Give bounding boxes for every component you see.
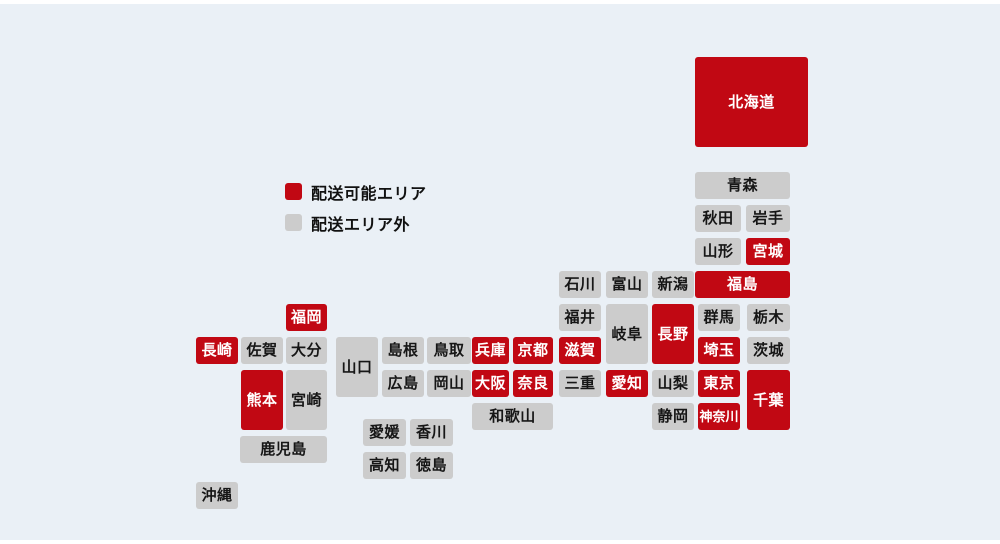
prefecture-tile: 沖縄	[196, 482, 238, 509]
prefecture-tile: 熊本	[241, 370, 283, 430]
prefecture-tile: 香川	[410, 419, 453, 446]
prefecture-tile: 岩手	[746, 205, 790, 232]
prefecture-tile: 兵庫	[472, 337, 509, 364]
available-area-swatch-icon	[285, 183, 302, 200]
map-background	[0, 4, 1000, 540]
prefecture-tile: 愛媛	[363, 419, 406, 446]
prefecture-tile: 富山	[606, 271, 648, 298]
prefecture-tile: 奈良	[513, 370, 553, 397]
prefecture-tile: 宮崎	[286, 370, 327, 430]
prefecture-tile: 京都	[513, 337, 553, 364]
prefecture-tile: 愛知	[606, 370, 648, 397]
prefecture-tile: 福島	[695, 271, 790, 298]
prefecture-tile: 鹿児島	[240, 436, 327, 463]
prefecture-tile: 山口	[336, 337, 378, 397]
prefecture-tile: 千葉	[747, 370, 790, 430]
prefecture-tile: 鳥取	[427, 337, 471, 364]
prefecture-tile: 青森	[695, 172, 790, 199]
prefecture-tile: 埼玉	[698, 337, 740, 364]
prefecture-tile: 大阪	[472, 370, 509, 397]
legend-label-available: 配送可能エリア	[311, 185, 427, 203]
prefecture-tile: 高知	[363, 452, 406, 479]
delivery-legend: 配送可能エリア 配送エリア外	[285, 183, 427, 245]
prefecture-tile: 島根	[382, 337, 424, 364]
legend-item-unavailable: 配送エリア外	[285, 214, 427, 234]
prefecture-tile: 石川	[559, 271, 601, 298]
prefecture-tile: 大分	[286, 337, 327, 364]
prefecture-tile: 山形	[695, 238, 741, 265]
prefecture-tile: 岐阜	[606, 304, 648, 364]
prefecture-tile: 福井	[559, 304, 601, 331]
prefecture-tile: 山梨	[652, 370, 694, 397]
prefecture-tile: 佐賀	[241, 337, 283, 364]
prefecture-tile: 三重	[559, 370, 601, 397]
prefecture-tile: 神奈川	[698, 403, 740, 430]
prefecture-tile: 静岡	[652, 403, 694, 430]
prefecture-tile: 徳島	[410, 452, 453, 479]
prefecture-tile: 長野	[652, 304, 694, 364]
prefecture-tile: 岡山	[427, 370, 471, 397]
prefecture-tile: 茨城	[747, 337, 790, 364]
prefecture-tile: 和歌山	[472, 403, 553, 430]
prefecture-tile: 秋田	[695, 205, 741, 232]
prefecture-tile: 福岡	[286, 304, 327, 331]
prefecture-tile: 群馬	[698, 304, 740, 331]
prefecture-tile: 宮城	[746, 238, 790, 265]
unavailable-area-swatch-icon	[285, 214, 302, 231]
legend-label-unavailable: 配送エリア外	[311, 216, 411, 234]
prefecture-tile: 長崎	[196, 337, 238, 364]
prefecture-tile: 北海道	[695, 57, 808, 147]
prefecture-tile: 東京	[698, 370, 740, 397]
prefecture-tile: 広島	[382, 370, 424, 397]
prefecture-tile: 滋賀	[559, 337, 601, 364]
prefecture-tile: 新潟	[652, 271, 694, 298]
legend-item-available: 配送可能エリア	[285, 183, 427, 203]
prefecture-tile: 栃木	[747, 304, 790, 331]
